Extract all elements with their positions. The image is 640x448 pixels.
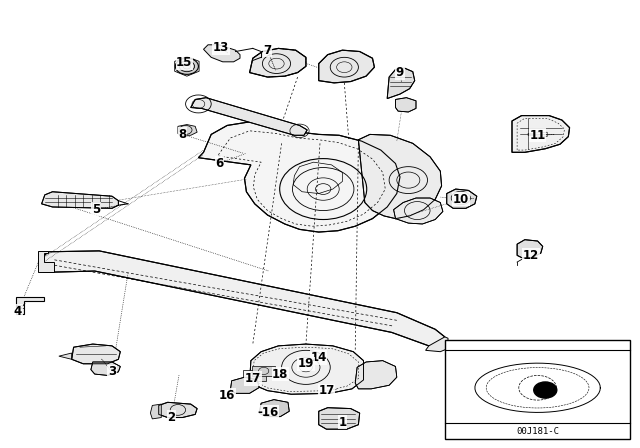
Polygon shape: [252, 366, 275, 376]
Polygon shape: [517, 240, 543, 258]
Polygon shape: [319, 50, 374, 83]
Polygon shape: [250, 48, 306, 77]
Bar: [445, 340, 630, 439]
Polygon shape: [230, 377, 259, 393]
Text: 12: 12: [523, 249, 540, 262]
Text: 6: 6: [216, 157, 223, 170]
Polygon shape: [91, 362, 120, 375]
Polygon shape: [447, 189, 477, 208]
Text: 9: 9: [396, 66, 404, 79]
Polygon shape: [426, 337, 448, 352]
Text: 3: 3: [108, 365, 116, 379]
Polygon shape: [394, 198, 443, 224]
Text: 7: 7: [264, 43, 271, 57]
Text: 15: 15: [176, 56, 193, 69]
Polygon shape: [59, 353, 72, 359]
Circle shape: [534, 382, 557, 398]
Polygon shape: [250, 344, 364, 394]
Text: 10: 10: [452, 193, 469, 206]
Polygon shape: [38, 251, 54, 272]
Text: 5: 5: [92, 202, 100, 216]
Polygon shape: [204, 45, 240, 62]
Polygon shape: [198, 122, 400, 232]
Text: 16: 16: [219, 388, 236, 402]
Polygon shape: [72, 344, 120, 364]
Text: 17: 17: [318, 384, 335, 397]
Text: 00J181-C: 00J181-C: [516, 427, 559, 436]
Polygon shape: [159, 402, 197, 418]
Polygon shape: [16, 297, 44, 314]
Polygon shape: [387, 68, 415, 99]
Text: 14: 14: [310, 351, 327, 364]
Text: 2: 2: [168, 411, 175, 424]
Polygon shape: [512, 116, 570, 152]
Polygon shape: [178, 125, 197, 135]
Text: 1: 1: [339, 415, 346, 429]
Polygon shape: [191, 98, 307, 135]
Polygon shape: [243, 370, 266, 381]
Text: -16: -16: [257, 405, 278, 419]
Text: 8: 8: [179, 128, 186, 141]
Text: 19: 19: [298, 357, 314, 370]
Text: 11: 11: [529, 129, 546, 142]
Polygon shape: [396, 98, 416, 112]
Polygon shape: [319, 408, 360, 429]
Polygon shape: [150, 404, 161, 419]
Polygon shape: [42, 192, 118, 208]
Text: 17: 17: [244, 372, 261, 385]
Circle shape: [175, 58, 198, 74]
Text: 13: 13: [212, 41, 229, 55]
Polygon shape: [38, 251, 445, 346]
Text: 4: 4: [14, 305, 22, 318]
Polygon shape: [259, 400, 289, 417]
Polygon shape: [358, 134, 442, 219]
Text: 18: 18: [272, 367, 289, 381]
Polygon shape: [355, 361, 397, 389]
